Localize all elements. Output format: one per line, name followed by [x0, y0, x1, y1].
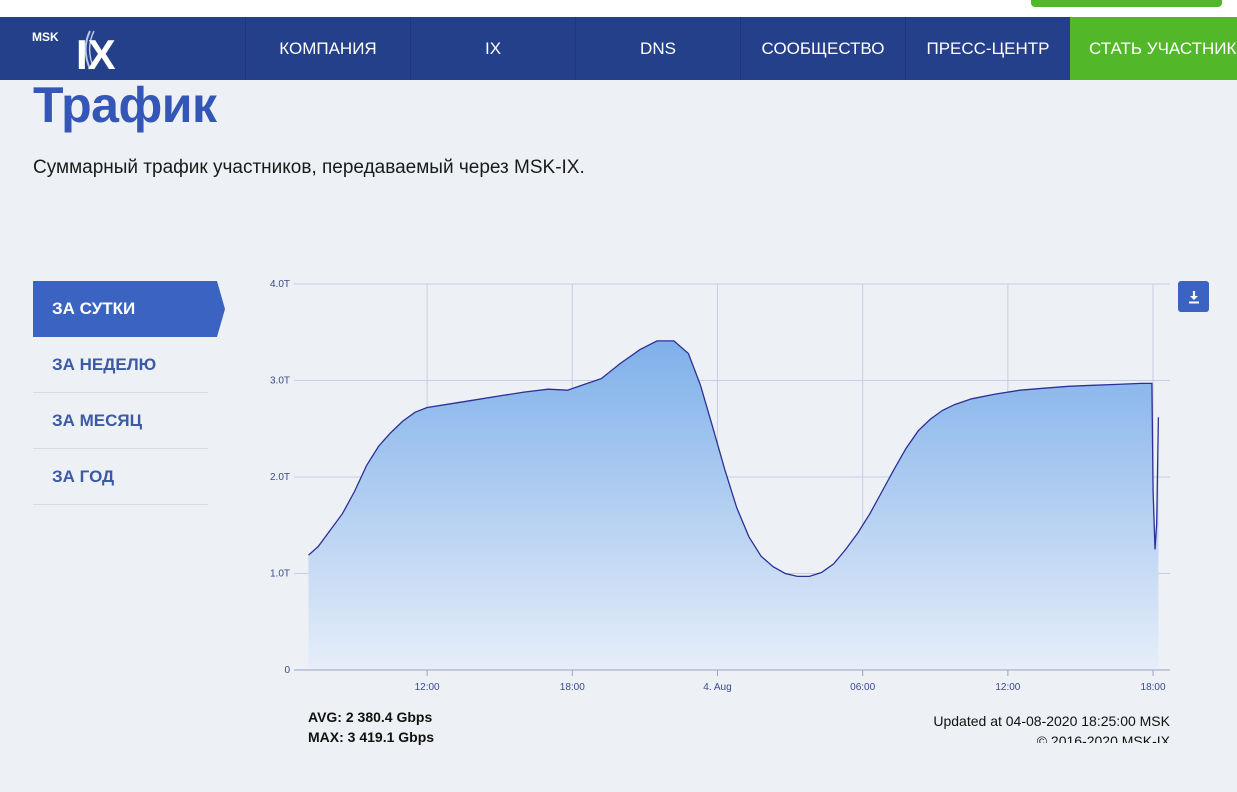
nav-press-center[interactable]: ПРЕСС-ЦЕНТР	[905, 17, 1070, 80]
traffic-line	[308, 340, 1160, 578]
period-menu: ЗА СУТКИ ЗА НЕДЕЛЮ ЗА МЕСЯЦ ЗА ГОД	[33, 281, 225, 505]
page-description: Суммарный трафик участников, передаваемы…	[33, 157, 585, 178]
download-icon	[1188, 290, 1199, 303]
top-green-button[interactable]	[1031, 0, 1222, 7]
top-strip	[0, 0, 1237, 17]
logo-small-text: MSK	[32, 30, 59, 44]
nav-ix[interactable]: IX	[410, 17, 575, 80]
x-tick-label: 12:00	[415, 682, 440, 693]
update-info: Updated at 04-08-2020 18:25:00 MSK © 201…	[933, 711, 1170, 743]
period-month[interactable]: ЗА МЕСЯЦ	[33, 393, 208, 449]
y-tick-label: 2.0T	[270, 472, 290, 483]
x-tick-label: 18:00	[560, 682, 585, 693]
avg-stat: AVG: 2 380.4 Gbps	[308, 709, 433, 725]
logo-big-text: IX	[76, 31, 116, 73]
navbar: MSK IX КОМПАНИЯ IX DNS СООБЩЕСТВО ПРЕСС-…	[0, 17, 1237, 80]
y-tick-label: 4.0T	[270, 279, 290, 290]
period-week[interactable]: ЗА НЕДЕЛЮ	[33, 337, 208, 393]
x-tick-label: 12:00	[995, 682, 1020, 693]
x-tick-label: 18:00	[1141, 682, 1166, 693]
traffic-area	[308, 340, 1159, 670]
updated-timestamp: Updated at 04-08-2020 18:25:00 MSK	[933, 713, 1170, 729]
y-tick-label: 0	[284, 665, 290, 676]
x-tick-label: 4. Aug	[703, 682, 731, 693]
msk-ix-logo[interactable]: MSK IX	[28, 25, 128, 73]
period-year[interactable]: ЗА ГОД	[33, 449, 208, 505]
x-tick-label: 06:00	[850, 682, 875, 693]
y-tick-label: 3.0T	[270, 376, 290, 387]
y-tick-label: 1.0T	[270, 569, 290, 580]
become-member-button[interactable]: СТАТЬ УЧАСТНИКОМ	[1070, 17, 1237, 80]
download-button[interactable]	[1178, 281, 1209, 312]
copyright: © 2016-2020 MSK-IX	[1036, 733, 1170, 743]
nav-company[interactable]: КОМПАНИЯ	[245, 17, 410, 80]
traffic-stats: AVG: 2 380.4 Gbps MAX: 3 419.1 Gbps	[308, 707, 434, 747]
nav-community[interactable]: СООБЩЕСТВО	[740, 17, 905, 80]
max-stat: MAX: 3 419.1 Gbps	[308, 729, 435, 745]
page-title: Трафик	[33, 77, 217, 133]
nav-dns[interactable]: DNS	[575, 17, 740, 80]
period-day[interactable]: ЗА СУТКИ	[33, 281, 225, 337]
traffic-chart: 0 1.0T 2.0T 3.0T 4.0T 12:00 18:00 4. Aug 06:00 12…	[240, 270, 1220, 750]
